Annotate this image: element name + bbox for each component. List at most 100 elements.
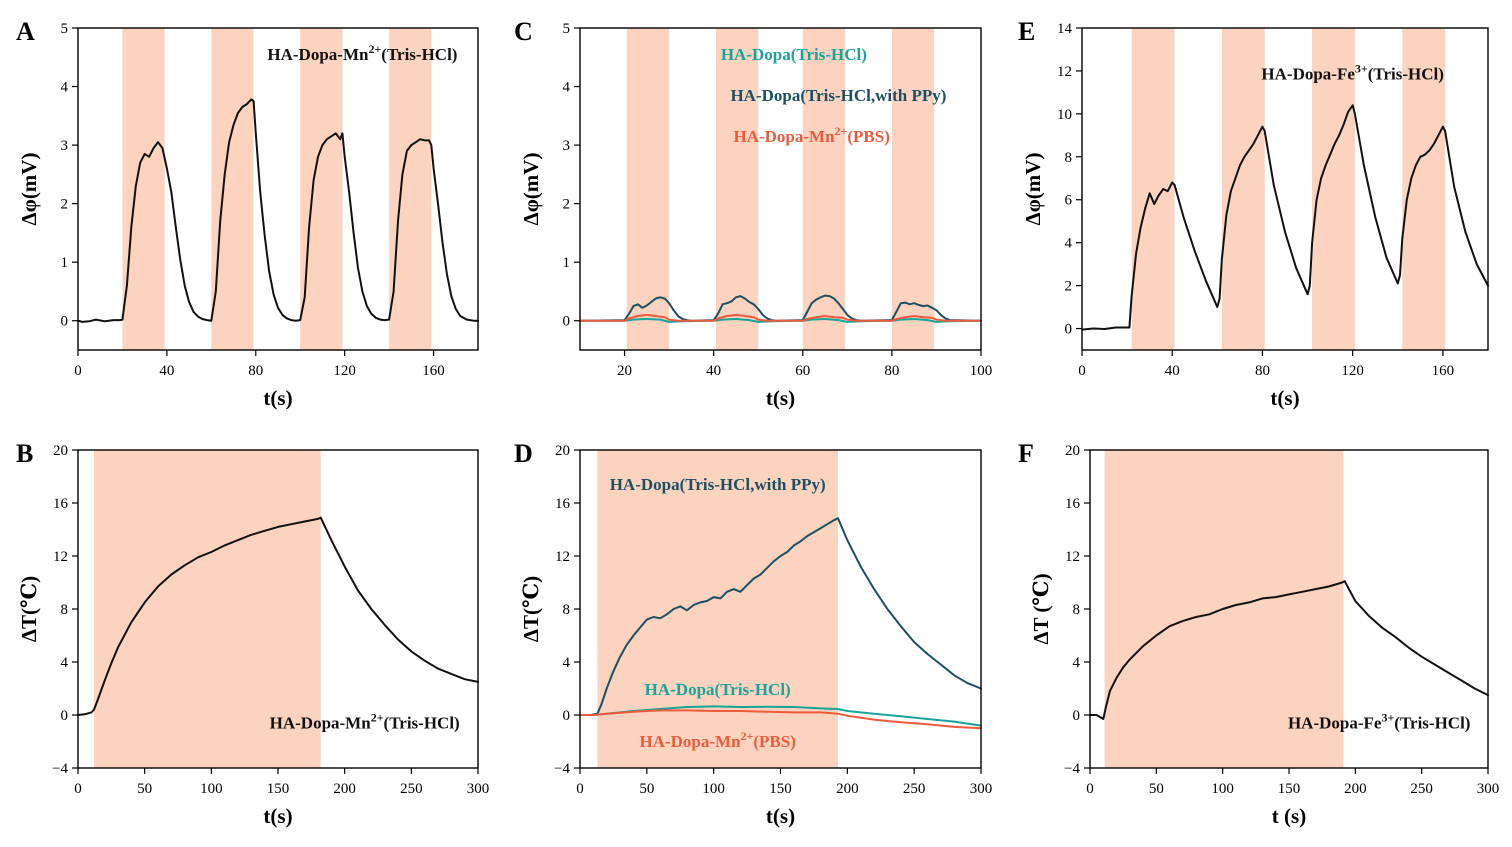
y-tick-label: 12 bbox=[1065, 549, 1080, 565]
x-tick-label: 300 bbox=[970, 781, 993, 797]
x-tick-label: 0 bbox=[74, 781, 82, 797]
y-tick-label: 0 bbox=[1065, 322, 1073, 338]
laser-on-band bbox=[211, 28, 254, 350]
y-tick-label: 4 bbox=[1065, 236, 1073, 252]
annotation-tail: (Tris-HCl) bbox=[384, 713, 460, 732]
x-tick-label: 50 bbox=[137, 781, 152, 797]
series-annotation: HA-Dopa(Tris-HCl) bbox=[645, 680, 791, 699]
y-axis-title: Δφ(mV) bbox=[1021, 153, 1045, 226]
series-annotation: HA-Dopa(Tris-HCl) bbox=[721, 45, 867, 64]
x-tick-label: 200 bbox=[836, 781, 859, 797]
annotation-base: HA-Dopa-Fe bbox=[1288, 713, 1382, 732]
y-tick-label: 16 bbox=[1065, 496, 1081, 512]
annotation-base: HA-Dopa-Mn bbox=[270, 713, 372, 732]
laser-on-band bbox=[1221, 28, 1265, 350]
y-tick-label: 20 bbox=[555, 443, 570, 459]
panel-a: 0 40 80 120 160 0 1 2 3 4 5 t(s) Δφ(mV) A HA-Dopa-Mn2+… bbox=[16, 17, 479, 410]
x-axis-title: t(s) bbox=[263, 386, 292, 410]
series-annotation: HA-Dopa(Tris-HCl,with PPy) bbox=[610, 475, 826, 494]
x-tick-label: 0 bbox=[1078, 363, 1086, 379]
x-tick-label: 300 bbox=[467, 781, 490, 797]
y-tick-label: 8 bbox=[1065, 150, 1073, 166]
y-tick-label: 16 bbox=[555, 496, 571, 512]
x-tick-label: 250 bbox=[1410, 781, 1433, 797]
y-tick-label: 0 bbox=[61, 314, 69, 330]
x-tick-label: 100 bbox=[970, 363, 993, 379]
x-tick-label: 100 bbox=[702, 781, 725, 797]
x-axis-title: t(s) bbox=[766, 386, 795, 410]
x-axis-title: t(s) bbox=[1270, 386, 1299, 410]
x-tick-label: 40 bbox=[159, 363, 174, 379]
laser-on-band bbox=[389, 28, 432, 350]
annotation-superscript: 2+ bbox=[835, 124, 848, 138]
x-tick-label: 120 bbox=[333, 363, 356, 379]
x-tick-label: 40 bbox=[1165, 363, 1180, 379]
series-annotation: HA-Dopa-Fe3+(Tris-HCl) bbox=[1261, 62, 1444, 84]
y-tick-label: 8 bbox=[563, 602, 571, 618]
x-tick-label: 120 bbox=[1341, 363, 1364, 379]
y-tick-label: 12 bbox=[53, 549, 68, 565]
panel-b: 0 50 100 150 200 250 300 −4 0 4 8 12 16 20 t(s) ΔT(℃) B H… bbox=[16, 439, 489, 828]
series-annotation: HA-Dopa-Fe3+(Tris-HCl) bbox=[1288, 710, 1471, 732]
panel-letter: B bbox=[16, 439, 33, 468]
annotation-base: HA-Dopa-Mn bbox=[639, 732, 741, 751]
y-tick-label: 2 bbox=[1065, 279, 1073, 295]
series-line bbox=[1089, 580, 1489, 720]
plot-frame bbox=[1081, 27, 1489, 351]
annotation-base: HA-Dopa-Fe bbox=[1261, 65, 1355, 84]
x-axis-title: t(s) bbox=[263, 804, 292, 828]
y-tick-label: 6 bbox=[1065, 193, 1073, 209]
annotation-superscript: 3+ bbox=[1381, 710, 1394, 724]
series-line bbox=[77, 98, 479, 323]
y-tick-label: 4 bbox=[1073, 655, 1081, 671]
y-tick-label: 0 bbox=[563, 708, 571, 724]
laser-on-band bbox=[94, 450, 321, 768]
laser-on-band bbox=[802, 28, 846, 350]
x-tick-label: 20 bbox=[617, 363, 632, 379]
y-tick-label: 2 bbox=[563, 197, 571, 213]
x-tick-label: 80 bbox=[248, 363, 263, 379]
panel-letter: D bbox=[514, 439, 533, 468]
laser-on-band bbox=[300, 28, 343, 350]
panel-letter: E bbox=[1018, 17, 1035, 46]
x-tick-label: 200 bbox=[333, 781, 356, 797]
x-tick-label: 50 bbox=[639, 781, 654, 797]
annotation-superscript: 2+ bbox=[741, 729, 754, 743]
x-tick-label: 100 bbox=[1211, 781, 1234, 797]
x-tick-label: 150 bbox=[267, 781, 290, 797]
annotation-superscript: 2+ bbox=[371, 710, 384, 724]
annotation-base: HA-Dopa-Mn bbox=[267, 45, 369, 64]
y-tick-label: 5 bbox=[563, 21, 571, 37]
x-axis-title: t(s) bbox=[766, 804, 795, 828]
plot-frame bbox=[77, 27, 479, 351]
laser-on-band bbox=[122, 28, 165, 350]
y-axis-title: ΔT (℃) bbox=[1029, 573, 1053, 644]
laser-on-band bbox=[1131, 28, 1175, 350]
panel-c: 20 40 60 80 100 0 1 2 3 4 5 t(s) Δφ(mV) C HA-Dopa(Tris… bbox=[514, 17, 992, 410]
y-tick-label: 2 bbox=[61, 197, 69, 213]
annotation-tail: (PBS) bbox=[753, 732, 796, 751]
y-tick-label: −4 bbox=[52, 761, 68, 777]
y-tick-label: 1 bbox=[563, 255, 571, 271]
x-tick-label: 250 bbox=[903, 781, 926, 797]
y-tick-label: 4 bbox=[61, 655, 69, 671]
series-line bbox=[579, 709, 982, 730]
annotation-tail: (PBS) bbox=[847, 127, 890, 146]
x-tick-label: 250 bbox=[400, 781, 423, 797]
x-tick-label: 0 bbox=[74, 363, 82, 379]
annotation-tail: (Tris-HCl) bbox=[381, 45, 457, 64]
panel-letter: F bbox=[1018, 439, 1034, 468]
x-tick-label: 40 bbox=[706, 363, 721, 379]
annotation-superscript: 2+ bbox=[368, 42, 381, 56]
x-tick-label: 80 bbox=[884, 363, 899, 379]
y-tick-label: 4 bbox=[563, 655, 571, 671]
plot-frame bbox=[579, 27, 982, 351]
laser-on-band bbox=[597, 450, 838, 768]
y-tick-label: 8 bbox=[61, 602, 69, 618]
x-tick-label: 0 bbox=[576, 781, 584, 797]
y-axis-title: Δφ(mV) bbox=[17, 153, 41, 226]
x-tick-label: 100 bbox=[200, 781, 223, 797]
y-axis-title: ΔT(℃) bbox=[17, 576, 41, 642]
annotation-superscript: 3+ bbox=[1355, 62, 1368, 76]
series-line bbox=[579, 517, 982, 716]
